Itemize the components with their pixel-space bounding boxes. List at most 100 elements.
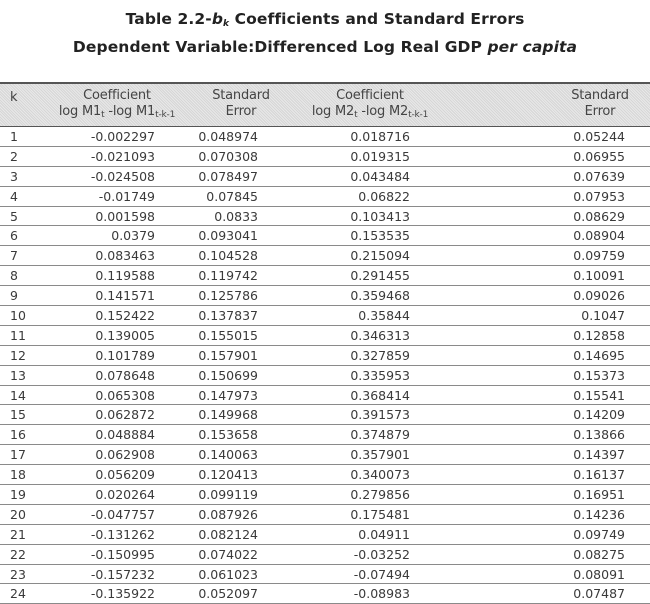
cell-coef-m1: -0.021093: [90, 148, 155, 164]
cell-coef-m2: 0.357901: [350, 447, 410, 463]
title-b: b: [211, 10, 224, 28]
cell-coef-m1: 0.020264: [95, 487, 155, 503]
cell-se-m2: 0.14695: [573, 347, 625, 363]
cell-k: 8: [10, 268, 18, 284]
cell-coef-m2: 0.35844: [358, 308, 410, 324]
table-header: k Coefficient log M1t -log M1t-k-1 Stand…: [0, 82, 650, 127]
cell-coef-m2: 0.340073: [350, 467, 410, 483]
table-row: 23 -0.157232 0.061023 -0.07494 0.08091: [0, 565, 650, 585]
cell-coef-m1: 0.048884: [95, 427, 155, 443]
cell-coef-m1: -0.047757: [90, 506, 155, 522]
cell-k: 21: [10, 526, 26, 542]
cell-k: 10: [10, 308, 26, 324]
header-coef-m1: Coefficient log M1t -log M1t-k-1: [42, 88, 192, 120]
table-row: 24 -0.135922 0.052097 -0.08983 0.07487: [0, 584, 650, 604]
cell-k: 9: [10, 288, 18, 304]
cell-se-m1: 0.0833: [214, 208, 258, 224]
cell-coef-m1: 0.0379: [111, 228, 155, 244]
cell-k: 2: [10, 148, 18, 164]
table-row: 7 0.083463 0.104528 0.215094 0.09759: [0, 246, 650, 267]
table-row: 13 0.078648 0.150699 0.335953 0.15373: [0, 366, 650, 386]
cell-coef-m2: -0.08983: [353, 586, 410, 602]
cell-coef-m2: 0.215094: [350, 248, 410, 264]
cell-se-m1: 0.070308: [198, 148, 258, 164]
h2b: -log M2: [357, 104, 409, 119]
h2sa: t: [354, 110, 358, 120]
subtitle-italic: per capita: [487, 38, 578, 56]
table-row: 19 0.020264 0.099119 0.279856 0.16951: [0, 485, 650, 505]
cell-coef-m2: 0.359468: [350, 288, 410, 304]
h1a: log M1: [58, 104, 102, 119]
cell-coef-m2: 0.06822: [358, 188, 410, 204]
cell-se-m2: 0.05244: [573, 129, 625, 144]
cell-coef-m1: 0.078648: [95, 367, 155, 383]
header-se-m2-line2: Error: [584, 104, 616, 119]
cell-se-m2: 0.14236: [573, 506, 625, 522]
cell-se-m2: 0.08904: [573, 228, 625, 244]
cell-k: 4: [10, 188, 18, 204]
cell-coef-m1: -0.135922: [90, 586, 155, 602]
header-se-m2: Standard Error: [560, 88, 640, 120]
table-row: 6 0.0379 0.093041 0.153535 0.08904: [0, 226, 650, 247]
cell-se-m2: 0.16137: [573, 467, 625, 483]
cell-se-m2: 0.09759: [573, 248, 625, 264]
cell-coef-m2: 0.04911: [358, 526, 410, 542]
cell-k: 15: [10, 407, 26, 423]
table-row: 3 -0.024508 0.078497 0.043484 0.07639: [0, 167, 650, 187]
cell-coef-m1: -0.01749: [98, 188, 155, 204]
cell-coef-m2: 0.391573: [350, 407, 410, 423]
cell-coef-m2: 0.279856: [350, 487, 410, 503]
cell-se-m1: 0.099119: [198, 487, 258, 503]
cell-se-m1: 0.149968: [198, 407, 258, 423]
cell-coef-m1: 0.141571: [95, 288, 155, 304]
cell-se-m2: 0.07639: [573, 168, 625, 184]
cell-k: 14: [10, 387, 26, 403]
cell-coef-m1: 0.152422: [95, 308, 155, 324]
cell-coef-m1: -0.150995: [90, 546, 155, 562]
cell-se-m1: 0.061023: [198, 566, 258, 582]
cell-se-m2: 0.08275: [573, 546, 625, 562]
header-se-m1-line2: Error: [225, 104, 257, 119]
cell-coef-m2: -0.03252: [353, 546, 410, 562]
cell-k: 6: [10, 228, 18, 244]
title-k: k: [223, 19, 230, 29]
cell-coef-m1: 0.083463: [95, 248, 155, 264]
h1b: -log M1: [104, 104, 156, 119]
cell-coef-m1: -0.024508: [90, 168, 155, 184]
cell-se-m1: 0.104528: [198, 248, 258, 264]
cell-k: 16: [10, 427, 26, 443]
cell-coef-m1: 0.139005: [95, 327, 155, 343]
cell-k: 7: [10, 248, 18, 264]
table-row: 15 0.062872 0.149968 0.391573 0.14209: [0, 405, 650, 426]
cell-coef-m2: 0.374879: [350, 427, 410, 443]
header-coef-m1-line2: log M1t -log M1t-k-1: [42, 104, 192, 120]
header-coef-m1-line1: Coefficient: [83, 88, 151, 103]
cell-se-m2: 0.09749: [573, 526, 625, 542]
cell-k: 17: [10, 447, 26, 463]
cell-k: 20: [10, 506, 26, 522]
table-row: 1 -0.002297 0.048974 0.018716 0.05244: [0, 127, 650, 147]
table-body: 1 -0.002297 0.048974 0.018716 0.05244 2 -0.021…: [0, 127, 650, 604]
h2a: log M2: [311, 104, 355, 119]
table-title: Table 2.2-bk Coefficients and Standard E…: [0, 10, 650, 29]
cell-coef-m2: 0.327859: [350, 347, 410, 363]
table-row: 18 0.056209 0.120413 0.340073 0.16137: [0, 465, 650, 486]
cell-coef-m2: -0.07494: [353, 566, 410, 582]
header-coef-m2-line1: Coefficient: [336, 88, 404, 103]
cell-se-m2: 0.08091: [573, 566, 625, 582]
cell-se-m2: 0.09026: [573, 288, 625, 304]
cell-se-m1: 0.120413: [198, 467, 258, 483]
cell-se-m1: 0.157901: [198, 347, 258, 363]
table-row: 16 0.048884 0.153658 0.374879 0.13866: [0, 425, 650, 446]
table-row: 21 -0.131262 0.082124 0.04911 0.09749: [0, 525, 650, 545]
cell-se-m1: 0.082124: [198, 526, 258, 542]
header-coef-m2: Coefficient log M2t -log M2t-k-1: [292, 88, 448, 120]
cell-coef-m1: 0.062908: [95, 447, 155, 463]
cell-coef-m1: 0.056209: [95, 467, 155, 483]
cell-se-m2: 0.14209: [573, 407, 625, 423]
cell-coef-m2: 0.103413: [350, 208, 410, 224]
cell-se-m1: 0.07845: [206, 188, 258, 204]
cell-se-m2: 0.12858: [573, 327, 625, 343]
cell-se-m1: 0.147973: [198, 387, 258, 403]
header-se-m2-line1: Standard: [571, 88, 629, 103]
